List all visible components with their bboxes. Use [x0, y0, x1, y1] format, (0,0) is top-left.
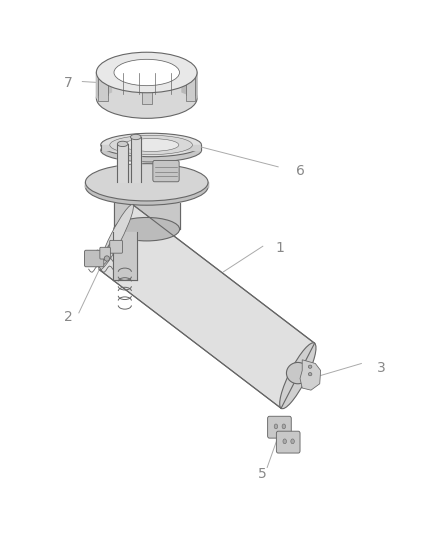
- Text: 1: 1: [276, 241, 285, 255]
- Text: 7: 7: [64, 76, 72, 90]
- Ellipse shape: [124, 139, 179, 151]
- Polygon shape: [142, 67, 152, 92]
- Ellipse shape: [114, 217, 180, 241]
- Ellipse shape: [308, 373, 312, 376]
- Polygon shape: [182, 67, 197, 98]
- Ellipse shape: [131, 134, 141, 140]
- Polygon shape: [117, 144, 128, 182]
- FancyBboxPatch shape: [276, 431, 300, 453]
- Polygon shape: [142, 78, 152, 104]
- Ellipse shape: [308, 365, 312, 368]
- Ellipse shape: [99, 205, 134, 270]
- Polygon shape: [85, 182, 208, 187]
- Polygon shape: [96, 67, 111, 98]
- Ellipse shape: [85, 164, 208, 201]
- Polygon shape: [300, 360, 321, 390]
- Ellipse shape: [85, 168, 208, 205]
- Ellipse shape: [280, 343, 316, 409]
- Text: 3: 3: [377, 361, 385, 375]
- Ellipse shape: [117, 141, 128, 147]
- FancyBboxPatch shape: [110, 240, 123, 253]
- Text: 5: 5: [258, 467, 267, 481]
- Ellipse shape: [101, 133, 201, 157]
- Ellipse shape: [96, 52, 197, 93]
- Polygon shape: [113, 232, 137, 280]
- Text: 6: 6: [296, 164, 304, 177]
- Ellipse shape: [114, 59, 180, 86]
- Polygon shape: [111, 205, 314, 385]
- Ellipse shape: [291, 439, 294, 443]
- FancyBboxPatch shape: [100, 247, 110, 259]
- Polygon shape: [186, 69, 195, 95]
- Ellipse shape: [282, 424, 286, 429]
- Ellipse shape: [101, 139, 201, 162]
- Text: 2: 2: [64, 310, 72, 324]
- Ellipse shape: [110, 135, 192, 155]
- Polygon shape: [101, 145, 201, 150]
- Ellipse shape: [96, 78, 197, 118]
- Ellipse shape: [283, 439, 286, 443]
- Polygon shape: [98, 76, 108, 101]
- Ellipse shape: [274, 424, 278, 429]
- Ellipse shape: [286, 362, 309, 384]
- FancyBboxPatch shape: [268, 416, 291, 438]
- Ellipse shape: [104, 256, 110, 261]
- Polygon shape: [98, 69, 108, 95]
- Polygon shape: [186, 76, 195, 101]
- FancyBboxPatch shape: [85, 250, 104, 266]
- Polygon shape: [114, 203, 180, 229]
- Polygon shape: [131, 137, 141, 182]
- Polygon shape: [99, 205, 314, 408]
- FancyBboxPatch shape: [153, 160, 179, 182]
